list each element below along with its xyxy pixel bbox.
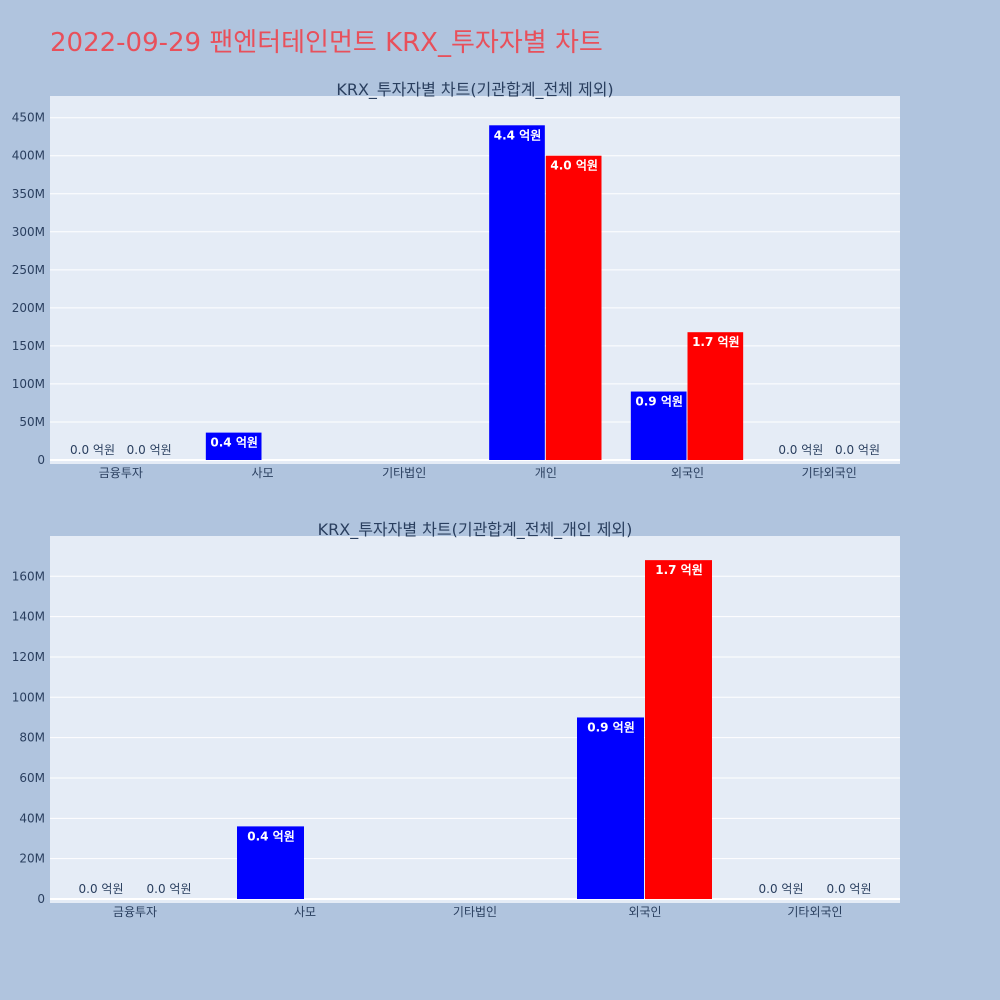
y-tick-label: 200M	[12, 301, 45, 315]
y-tick-label: 100M	[12, 690, 45, 704]
data-label: 0.0 억원	[835, 443, 880, 457]
x-tick-label: 기타법인	[453, 905, 497, 919]
x-tick-label: 기타외국인	[802, 466, 857, 480]
y-tick-label: 300M	[12, 225, 45, 239]
data-label: 4.4 억원	[494, 128, 542, 142]
x-tick-label: 금융투자	[113, 905, 157, 919]
plot-area	[50, 536, 900, 903]
bar	[645, 560, 712, 899]
x-tick-label: 외국인	[671, 466, 704, 480]
bar	[489, 125, 545, 461]
page-title: 2022-09-29 팬엔터테인먼트 KRX_투자자별 차트	[50, 28, 603, 58]
x-tick-label: 외국인	[628, 905, 661, 919]
x-tick-label: 기타법인	[382, 466, 426, 480]
bar	[545, 155, 602, 460]
data-label: 0.0 억원	[79, 882, 124, 896]
data-label: 0.0 억원	[70, 443, 115, 457]
y-tick-label: 80M	[19, 731, 45, 745]
y-tick-label: 150M	[12, 339, 45, 353]
y-tick-label: 450M	[12, 111, 45, 125]
y-tick-label: 250M	[12, 263, 45, 277]
data-label: 0.4 억원	[247, 829, 295, 843]
y-tick-label: 60M	[19, 771, 45, 785]
data-label: 0.0 억원	[147, 882, 192, 896]
plot-area	[50, 96, 900, 464]
chart-title: KRX_투자자별 차트(기관합계_전체 제외)	[336, 80, 613, 100]
bar	[630, 391, 687, 460]
y-tick-label: 350M	[12, 187, 45, 201]
x-tick-label: 금융투자	[99, 466, 143, 480]
y-tick-label: 40M	[19, 811, 45, 825]
data-label: 0.0 억원	[127, 443, 172, 457]
chart-top: 0 50M 100M 150M 200M 250M 300M 350M 400M 450M 금융투자…	[12, 80, 900, 480]
data-label: 4.0 억원	[550, 159, 598, 173]
y-tick-label: 50M	[19, 415, 45, 429]
bar	[237, 826, 304, 899]
x-tick-label: 기타외국인	[787, 905, 842, 919]
data-label: 0.4 억원	[210, 436, 258, 450]
y-tick-label: 100M	[12, 377, 45, 391]
data-label: 0.0 억원	[778, 443, 823, 457]
data-label: 1.7 억원	[655, 563, 703, 577]
bar	[205, 432, 262, 460]
x-tick-label: 사모	[251, 466, 273, 480]
data-label: 0.0 억원	[759, 882, 804, 896]
bar	[687, 332, 744, 460]
data-label: 0.9 억원	[587, 720, 635, 734]
bar	[577, 717, 644, 899]
y-tick-label: 20M	[19, 852, 45, 866]
x-tick-label: 사모	[294, 905, 316, 919]
data-label: 0.9 억원	[635, 395, 683, 409]
y-tick-label: 140M	[12, 610, 45, 624]
data-label: 1.7 억원	[692, 335, 740, 349]
y-tick-label: 0	[37, 892, 45, 906]
y-tick-label: 120M	[12, 650, 45, 664]
y-tick-label: 0	[37, 453, 45, 467]
x-tick-label: 개인	[535, 466, 557, 480]
y-tick-label: 160M	[12, 569, 45, 583]
data-label: 0.0 억원	[827, 882, 872, 896]
chart-title: KRX_투자자별 차트(기관합계_전체_개인 제외)	[318, 520, 633, 540]
y-tick-label: 400M	[12, 149, 45, 163]
